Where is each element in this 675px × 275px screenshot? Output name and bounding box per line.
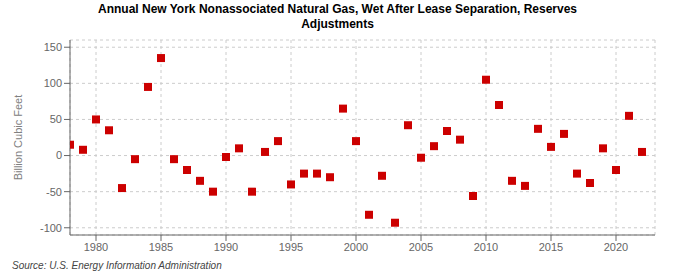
svg-text:-50: -50 [46, 186, 62, 198]
svg-text:100: 100 [44, 77, 62, 89]
html-text:Adjustments: Adjustments [301, 17, 374, 31]
svg-text:Billion Cubic Feet: Billion Cubic Feet [12, 95, 24, 181]
svg-text:2010: 2010 [474, 241, 498, 253]
svg-text:50: 50 [50, 113, 62, 125]
svg-text:2015: 2015 [539, 241, 563, 253]
svg-text:150: 150 [44, 41, 62, 53]
svg-text:1980: 1980 [84, 241, 108, 253]
svg-text:0: 0 [56, 149, 62, 161]
svg-text:2000: 2000 [344, 241, 368, 253]
svg-text:1990: 1990 [214, 241, 238, 253]
html-text:Source: U.S. Energy Informatio: Source: U.S. Energy Information Administ… [12, 260, 222, 271]
html-text:Annual New York Nonassociated: Annual New York Nonassociated Natural Ga… [98, 2, 577, 16]
svg-text:2005: 2005 [409, 241, 433, 253]
svg-text:1985: 1985 [149, 241, 173, 253]
svg-text:1995: 1995 [279, 241, 303, 253]
svg-text:-100: -100 [40, 222, 62, 234]
svg-text:2020: 2020 [604, 241, 628, 253]
